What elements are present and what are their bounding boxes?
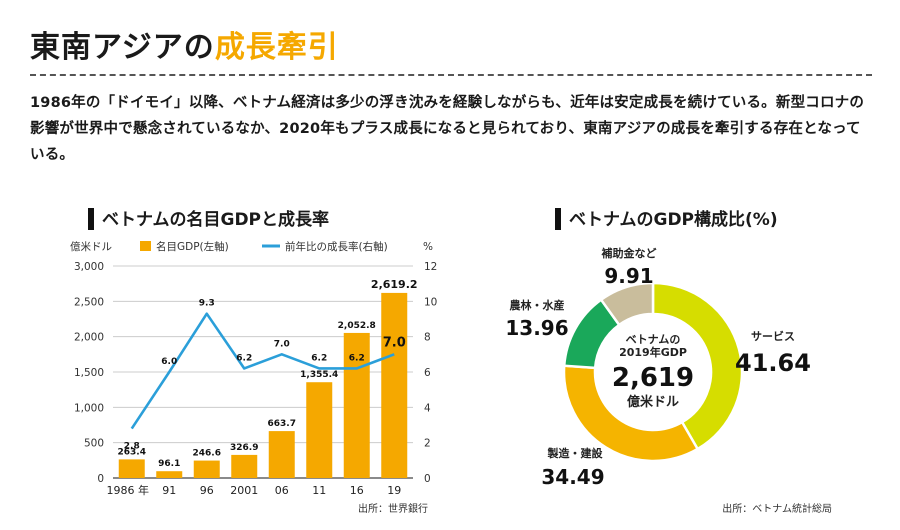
slice-name-label: 補助金など: [601, 246, 657, 260]
center-value: 2,619: [612, 363, 694, 393]
x-tick-label: 2001: [230, 484, 258, 497]
y-left-axis-label: 億米ドル: [70, 240, 112, 253]
donut-slice: [599, 281, 655, 327]
growth-rate-label: 7.0: [274, 339, 290, 349]
title-highlight: 成長牽引: [214, 30, 339, 65]
y-right-tick-label: 2: [424, 438, 431, 450]
x-tick-label: 96: [200, 484, 214, 497]
y-right-axis-label: %: [423, 241, 433, 253]
y-right-tick-label: 10: [424, 296, 437, 308]
y-left-tick-label: 0: [97, 473, 104, 485]
slice-value-label: 34.49: [541, 465, 604, 489]
gdp-bar: [193, 460, 220, 478]
donut-chart-title: ベトナムのGDP構成比(%): [569, 210, 778, 230]
slice-value-label: 13.96: [505, 316, 568, 340]
x-tick-label: 19: [387, 484, 401, 497]
y-left-tick-label: 2,000: [74, 332, 104, 344]
gdp-bar: [268, 431, 295, 478]
gdp-bar: [118, 459, 145, 478]
slice-value-label: 41.64: [735, 349, 811, 377]
slice-name-label: 農林・水産: [510, 298, 565, 312]
lead-paragraph: 1986年の「ドイモイ」以降、ベトナム経済は多少の浮き沈みを経験しながらも、近年…: [30, 95, 865, 163]
y-right-tick-label: 4: [424, 402, 431, 414]
x-tick-label: 11: [312, 484, 326, 497]
growth-rate-line: [130, 312, 395, 430]
growth-rate-label: 6.0: [161, 357, 177, 367]
gdp-bar-label: 96.1: [158, 459, 180, 469]
donut-chart-heading: ベトナムのGDP構成比(%): [555, 205, 778, 230]
bar-chart-heading: ベトナムの名目GDPと成長率: [88, 205, 329, 230]
y-left-tick-label: 3,000: [74, 261, 104, 273]
x-tick-label: 06: [275, 484, 289, 497]
y-left-tick-label: 1,000: [74, 402, 104, 414]
y-right-tick-label: 12: [424, 261, 437, 273]
growth-rate-label: 6.2: [311, 353, 327, 363]
x-tick-label: 91: [162, 484, 176, 497]
donut-slice: [562, 364, 700, 463]
y-left-tick-label: 2,500: [74, 296, 104, 308]
growth-rate-label: 7.0: [383, 335, 406, 350]
dashed-divider: [30, 74, 872, 76]
title-main: 東南アジアの: [30, 30, 215, 65]
center-label: 2019年GDP: [619, 345, 687, 359]
gdp-bar-label: 1,355.4: [300, 370, 338, 380]
bar-chart-source: 出所：世界銀行: [358, 502, 428, 515]
y-right-tick-label: 0: [424, 473, 431, 485]
center-unit: 億米ドル: [627, 394, 679, 410]
x-tick-label: 16: [350, 484, 364, 497]
slice-value-label: 9.91: [604, 264, 653, 288]
growth-rate-label: 9.3: [199, 299, 215, 309]
gdp-bar: [306, 382, 333, 478]
gdp-bar-label: 326.9: [230, 443, 258, 453]
gdp-bar-label: 246.6: [193, 449, 221, 459]
gdp-bar-label: 2,052.8: [338, 321, 376, 331]
center-label: ベトナムの: [626, 333, 681, 346]
x-tick-label: 1986 年: [107, 483, 150, 497]
y-left-tick-label: 500: [84, 438, 104, 450]
growth-rate-label: 2.8: [124, 442, 140, 452]
gdp-bar: [231, 454, 258, 478]
gdp-bar-label: 2,619.2: [371, 278, 418, 291]
legend-swatch-bar: [140, 241, 151, 251]
legend-label-line: 前年比の成長率(右軸): [285, 240, 388, 253]
gdp-bar: [156, 471, 183, 478]
slice-name-label: サービス: [751, 329, 795, 343]
y-right-tick-label: 6: [424, 367, 431, 379]
heading-bar-marker: [555, 208, 561, 230]
growth-rate-label: 6.2: [236, 353, 252, 363]
growth-rate-label: 6.2: [349, 353, 365, 363]
legend-label-bar: 名目GDP(左軸): [156, 240, 229, 253]
donut-chart-source: 出所：ベトナム統計総局: [722, 502, 832, 515]
donut-slice: [651, 281, 744, 451]
page-title: 東南アジアの成長牽引: [30, 22, 339, 66]
gdp-bar-label: 263.4: [118, 447, 146, 457]
heading-bar-marker: [88, 208, 94, 230]
y-left-tick-label: 1,500: [74, 367, 104, 379]
gdp-bar-label: 663.7: [268, 419, 296, 429]
y-right-tick-label: 8: [424, 332, 431, 344]
bar-chart-title: ベトナムの名目GDPと成長率: [102, 210, 330, 230]
gdp-bar: [381, 292, 408, 478]
gdp-bar: [343, 332, 370, 478]
slice-name-label: 製造・建設: [547, 446, 604, 460]
